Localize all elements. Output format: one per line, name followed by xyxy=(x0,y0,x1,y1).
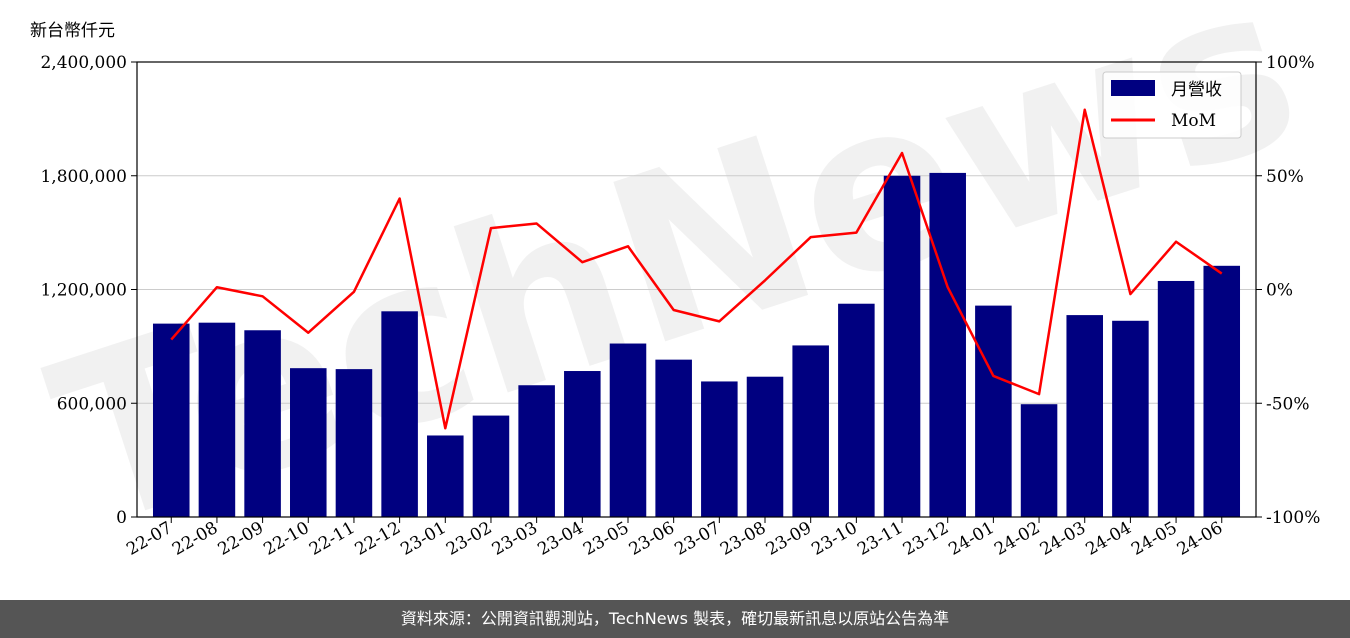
revenue-bar xyxy=(244,330,281,517)
left-tick-label: 600,000 xyxy=(57,394,127,414)
mom-line-series xyxy=(170,108,1223,430)
x-tick-label: 23-04 xyxy=(534,518,586,560)
source-footer: 資料來源：公開資訊觀測站，TechNews 製表，確切最新訊息以原站公告為準 xyxy=(0,600,1350,638)
right-tick-label: -50% xyxy=(1266,394,1310,414)
revenue-bar xyxy=(152,323,190,517)
legend-label-mom: MoM xyxy=(1171,111,1216,131)
legend-swatch-bar xyxy=(1111,80,1155,96)
x-tick-label: 23-10 xyxy=(808,518,860,560)
y-axis-unit-label: 新台幣仟元 xyxy=(30,21,115,41)
revenue-bar xyxy=(518,385,555,517)
revenue-bar xyxy=(1112,320,1149,517)
x-tick-label: 23-12 xyxy=(900,518,952,560)
bar-series xyxy=(152,172,1241,517)
chart: TechNews 0600,0001,200,0001,800,0002,400… xyxy=(26,0,1326,580)
x-tick-label: 24-03 xyxy=(1037,518,1089,560)
mom-line xyxy=(170,108,1223,430)
revenue-bar xyxy=(1203,265,1241,517)
x-tick-label: 22-11 xyxy=(306,518,358,560)
revenue-bar xyxy=(975,305,1012,517)
right-tick-label: 0% xyxy=(1266,281,1293,301)
x-tick-label: 23-09 xyxy=(763,518,815,560)
revenue-bar xyxy=(427,435,464,517)
x-tick-label: 23-07 xyxy=(671,518,723,560)
revenue-bar xyxy=(655,359,692,517)
x-tick-label: 24-05 xyxy=(1128,518,1180,560)
x-tick-label: 22-12 xyxy=(352,518,404,560)
right-tick-label: 50% xyxy=(1266,167,1304,187)
x-tick-label: 23-06 xyxy=(626,518,678,560)
legend-label-revenue: 月營收 xyxy=(1171,80,1222,100)
legend: 月營收 MoM xyxy=(1102,71,1242,139)
x-tick-label: 23-01 xyxy=(397,518,449,560)
left-tick-label: 0 xyxy=(116,508,127,528)
x-tick-label: 24-02 xyxy=(991,518,1043,560)
revenue-bar xyxy=(381,311,418,517)
revenue-bar xyxy=(609,343,647,517)
revenue-bar xyxy=(564,371,601,517)
revenue-bar xyxy=(838,303,875,517)
left-tick-label: 1,200,000 xyxy=(40,281,127,301)
revenue-bar xyxy=(701,381,738,517)
x-tick-label: 23-05 xyxy=(580,518,632,560)
revenue-bar xyxy=(472,415,510,517)
revenue-bar xyxy=(1066,315,1103,517)
revenue-bar xyxy=(290,368,327,517)
revenue-bar xyxy=(335,369,373,517)
left-tick-label: 1,800,000 xyxy=(40,167,127,187)
x-tick-label: 24-06 xyxy=(1174,518,1226,560)
revenue-bar xyxy=(883,175,921,517)
revenue-bar xyxy=(929,172,966,517)
x-tick-label: 23-02 xyxy=(443,518,495,560)
x-tick-label: 24-04 xyxy=(1082,518,1134,560)
x-tick-label: 24-01 xyxy=(945,518,997,560)
revenue-bar xyxy=(746,376,784,517)
revenue-bar xyxy=(1020,404,1058,517)
revenue-bar xyxy=(792,345,829,517)
left-tick-label: 2,400,000 xyxy=(40,53,127,73)
revenue-bar xyxy=(198,322,236,517)
x-tick-label: 23-03 xyxy=(489,518,541,560)
revenue-bar xyxy=(1157,280,1195,517)
right-tick-label: -100% xyxy=(1266,508,1320,528)
right-tick-label: 100% xyxy=(1266,53,1315,73)
x-tick-label: 23-11 xyxy=(854,518,906,560)
x-tick-label: 23-08 xyxy=(717,518,769,560)
